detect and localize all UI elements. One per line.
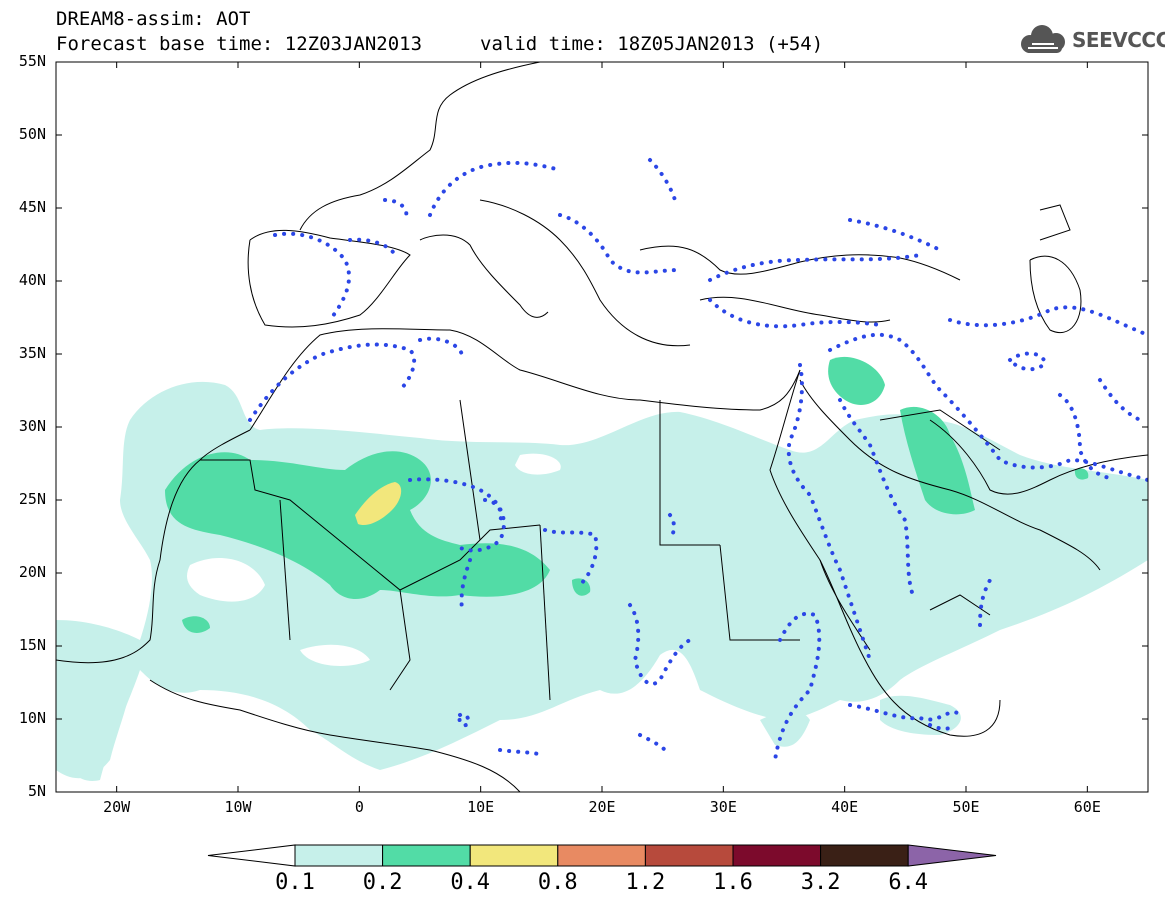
lat-label: 30N [18, 417, 46, 435]
lat-label: 45N [18, 198, 46, 216]
lon-label: 0 [354, 798, 364, 816]
lon-label: 10W [224, 798, 252, 816]
lat-label: 35N [18, 344, 46, 362]
colorbar-swatch [557, 844, 646, 867]
lat-label: 55N [18, 52, 46, 70]
lat-label: 15N [18, 636, 46, 654]
aot-holes [187, 453, 561, 666]
colorbar [207, 844, 997, 867]
colorbar-swatch [382, 844, 471, 867]
lat-label: 25N [18, 490, 46, 508]
lat-label: 20N [18, 563, 46, 581]
lat-label: 5N [27, 782, 46, 800]
coastlines-borders [56, 62, 1148, 792]
colorbar-swatch [644, 844, 734, 867]
aot-band-0.2-0.4 [165, 356, 1089, 633]
contour-dotted [248, 158, 1148, 762]
colorbar-level-label: 6.4 [888, 870, 929, 895]
lon-label: 40E [831, 798, 859, 816]
valid-time: valid time: 18Z05JAN2013 (+54) [480, 33, 824, 55]
colorbar-swatch [820, 844, 909, 867]
lon-label: 20W [103, 798, 131, 816]
colorbar-level-label: 0.1 [275, 870, 315, 895]
logo-text: SEEVCCC [1072, 28, 1165, 52]
lon-label: 20E [588, 798, 616, 816]
colorbar-level-label: 1.2 [625, 870, 666, 895]
colorbar-level-label: 0.8 [537, 870, 578, 895]
colorbar-level-label: 0.4 [450, 870, 491, 895]
colorbar-arrow-high [907, 844, 997, 867]
colorbar-swatch [469, 844, 559, 867]
lon-label: 10E [467, 798, 495, 816]
lat-label: 50N [18, 125, 46, 143]
lon-label: 50E [952, 798, 980, 816]
colorbar-level-label: 0.2 [362, 870, 403, 895]
aot-band-0.4-0.8 [355, 482, 402, 526]
colorbar-swatch [732, 844, 822, 867]
colorbar-arrow-low [207, 844, 296, 867]
aot-field [56, 356, 1148, 781]
chart-title: DREAM8-assim: AOT [56, 8, 251, 30]
lat-label: 10N [18, 709, 46, 727]
cloud-icon [1021, 25, 1065, 53]
axis-ticks [56, 61, 1148, 793]
lon-label: 30E [709, 798, 737, 816]
colorbar-level-label: 3.2 [800, 870, 841, 895]
colorbar-swatch [294, 844, 384, 867]
forecast-base-time: Forecast base time: 12Z03JAN2013 [56, 33, 423, 55]
lat-label: 40N [18, 271, 46, 289]
lon-label: 60E [1073, 798, 1101, 816]
colorbar-level-label: 1.6 [713, 870, 753, 895]
